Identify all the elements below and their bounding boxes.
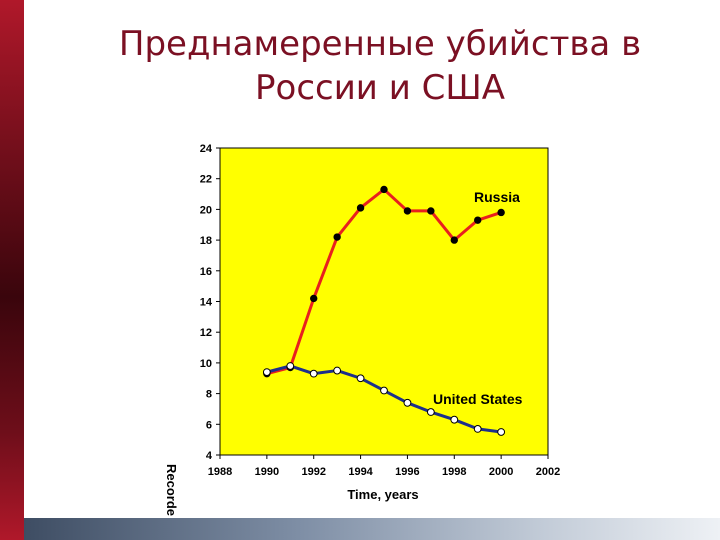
x-tick-label: 1996 (395, 466, 419, 478)
data-point-russia (356, 204, 365, 212)
y-tick-label: 10 (200, 358, 212, 370)
x-tick-label: 1988 (208, 466, 232, 478)
x-tick-label: 1992 (301, 466, 325, 478)
bottom-decorative-band (24, 518, 720, 540)
y-tick-label: 22 (200, 174, 212, 186)
y-tick-label: 18 (200, 235, 212, 247)
y-tick-label: 6 (206, 419, 212, 431)
data-point-russia (310, 294, 318, 303)
data-point-united-states (380, 386, 388, 395)
y-tick-label: 14 (200, 297, 213, 309)
left-decorative-band (0, 0, 24, 540)
x-axis-ticks: 1988 1990 1992 1994 1996 1998 2000 2002 (208, 455, 560, 478)
x-tick-label: 2002 (536, 466, 560, 478)
data-point-russia (427, 207, 435, 215)
series-label-russia: Russia (474, 189, 520, 205)
data-point-russia (403, 207, 412, 215)
data-point-russia (380, 185, 388, 194)
series-points (262, 185, 506, 436)
data-point-united-states (497, 428, 506, 436)
x-tick-label: 1994 (348, 466, 373, 478)
y-tick-label: 12 (200, 327, 212, 339)
data-point-united-states (333, 366, 342, 375)
data-point-united-states (450, 415, 459, 424)
plot-area (219, 147, 549, 456)
y-tick-label: 24 (200, 143, 213, 155)
y-tick-label: 8 (206, 389, 212, 401)
data-point-united-states (262, 368, 271, 377)
data-point-united-states (473, 425, 482, 433)
data-point-russia (450, 236, 458, 244)
data-point-united-states (286, 362, 295, 370)
x-tick-label: 2000 (489, 466, 513, 478)
data-point-united-states (356, 374, 365, 383)
slide-title: Преднамеренные убийства в России и США (118, 24, 642, 108)
y-tick-label: 20 (200, 204, 212, 216)
y-axis-ticks: 4 6 8 10 12 14 16 18 20 22 24 (200, 143, 220, 462)
data-point-united-states (309, 369, 318, 378)
x-tick-label: 1998 (442, 466, 466, 478)
series-label-united-states: United States (433, 391, 523, 407)
data-point-russia (474, 216, 482, 224)
y-axis-title: Recorde (164, 464, 179, 516)
data-point-united-states (426, 408, 435, 416)
data-point-russia (333, 233, 341, 241)
y-tick-label: 16 (200, 266, 212, 278)
data-point-united-states (403, 398, 412, 407)
data-point-russia (497, 208, 505, 217)
x-tick-label: 1990 (255, 466, 279, 478)
y-tick-label: 4 (206, 450, 213, 462)
x-axis-title: Time, years (347, 487, 418, 502)
